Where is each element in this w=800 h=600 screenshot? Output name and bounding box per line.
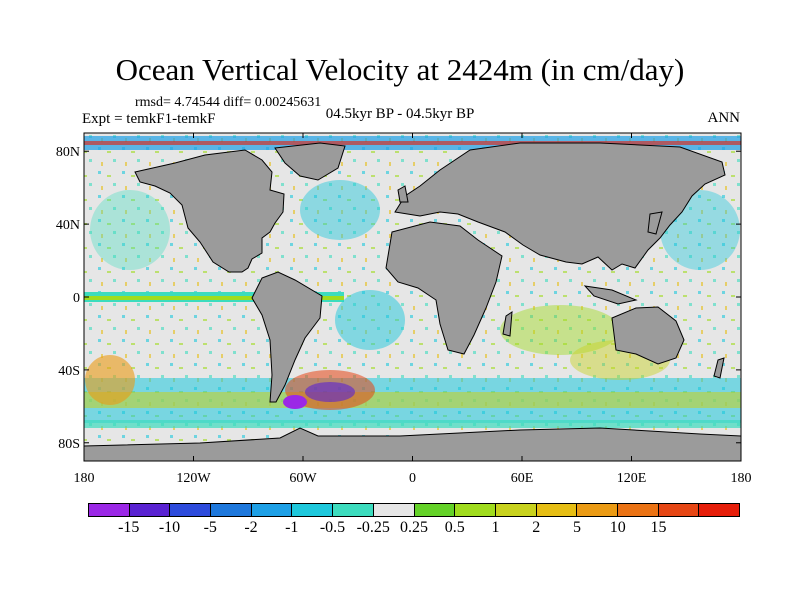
colorbar — [88, 503, 740, 517]
lat-tick-label: 40S — [58, 364, 80, 379]
madagascar-land — [502, 311, 513, 337]
indonesia-land — [583, 285, 638, 305]
lon-tick-label: 180 — [731, 471, 752, 486]
colorbar-label: 2 — [532, 519, 541, 536]
australia-land — [611, 306, 685, 365]
lon-tick-label: 120W — [176, 471, 211, 486]
colorbar-label: 1 — [491, 519, 500, 536]
latitude-axis: 80N 40N 0 40S 80S — [56, 145, 741, 452]
land-masses — [84, 142, 741, 461]
colorbar-labels: -15 -10 -5 -2 -1 -0.5 -0.25 0.25 0.5 1 2 5 10 15 — [88, 519, 740, 539]
colorbar-label: 10 — [609, 519, 626, 536]
eurasia-land — [394, 142, 726, 271]
velocity-anomaly-bands — [84, 136, 741, 428]
experiment-text: Expt = temkF1-temkF — [82, 111, 216, 127]
longitude-axis: 180 120W 60W 0 60E 120E 180 — [74, 133, 752, 486]
lon-tick-label: 60E — [511, 471, 534, 486]
colorbar-swatch — [617, 504, 659, 516]
colorbar-label: -0.5 — [319, 519, 346, 536]
lon-tick-label: 180 — [74, 471, 95, 486]
colorbar-swatch — [658, 504, 700, 516]
colorbar-label: -5 — [203, 519, 217, 536]
uk-land — [397, 185, 409, 203]
lat-tick-label: 80N — [56, 145, 80, 160]
lon-tick-label: 0 — [409, 471, 416, 486]
period-text: 04.5kyr BP - 04.5kyr BP — [325, 106, 475, 122]
colorbar-label: -0.25 — [356, 519, 390, 536]
colorbar-label: -15 — [118, 519, 140, 536]
lat-tick-label: 0 — [73, 291, 80, 306]
colorbar-swatch — [211, 504, 252, 516]
colorbar-swatch — [333, 504, 374, 516]
colorbar-swatch — [373, 504, 415, 516]
colorbar-label: -10 — [158, 519, 181, 536]
season-text: ANN — [707, 110, 741, 126]
colorbar-swatch — [699, 504, 739, 516]
greenland-land — [274, 142, 346, 181]
antarctica-land — [84, 427, 741, 461]
south-america-land — [251, 271, 323, 403]
colorbar-swatch — [292, 504, 334, 516]
colorbar-swatch — [251, 504, 293, 516]
colorbar-label: -1 — [285, 519, 299, 536]
colorbar-label: 5 — [573, 519, 581, 536]
lon-tick-label: 60W — [289, 471, 317, 486]
colorbar-swatch — [536, 504, 578, 516]
chart-title: Ocean Vertical Velocity at 2424m (in cm/… — [115, 52, 685, 87]
lat-tick-label: 80S — [58, 437, 80, 452]
colorbar-swatch — [414, 504, 456, 516]
stats-text: rmsd= 4.74544 diff= 0.00245631 — [135, 95, 322, 110]
colorbar-label: -2 — [244, 519, 258, 536]
africa-land — [385, 221, 503, 355]
japan-land — [647, 211, 663, 235]
lat-tick-label: 40N — [56, 218, 80, 233]
colorbar-label: 15 — [650, 519, 667, 536]
colorbar-swatch — [170, 504, 212, 516]
colorbar-swatch — [455, 504, 496, 516]
colorbar-swatch — [495, 504, 537, 516]
north-america-land — [134, 149, 285, 273]
colorbar-swatch — [89, 504, 130, 516]
map-area — [84, 133, 741, 461]
colorbar-swatch — [577, 504, 618, 516]
colorbar-swatch — [129, 504, 171, 516]
new-zealand-land — [713, 357, 725, 379]
colorbar-label: 0.25 — [400, 519, 428, 536]
lon-tick-label: 120E — [617, 471, 647, 486]
colorbar-label: 0.5 — [444, 519, 465, 536]
